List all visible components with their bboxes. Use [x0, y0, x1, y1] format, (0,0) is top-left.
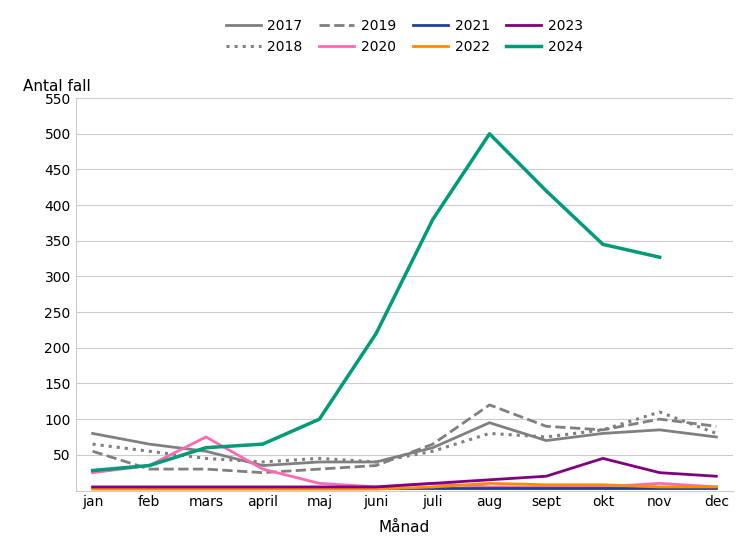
Text: Antal fall: Antal fall: [23, 79, 91, 94]
Legend: 2017, 2018, 2019, 2020, 2021, 2022, 2023, 2024: 2017, 2018, 2019, 2020, 2021, 2022, 2023…: [226, 19, 583, 53]
X-axis label: Månad: Månad: [379, 520, 430, 536]
